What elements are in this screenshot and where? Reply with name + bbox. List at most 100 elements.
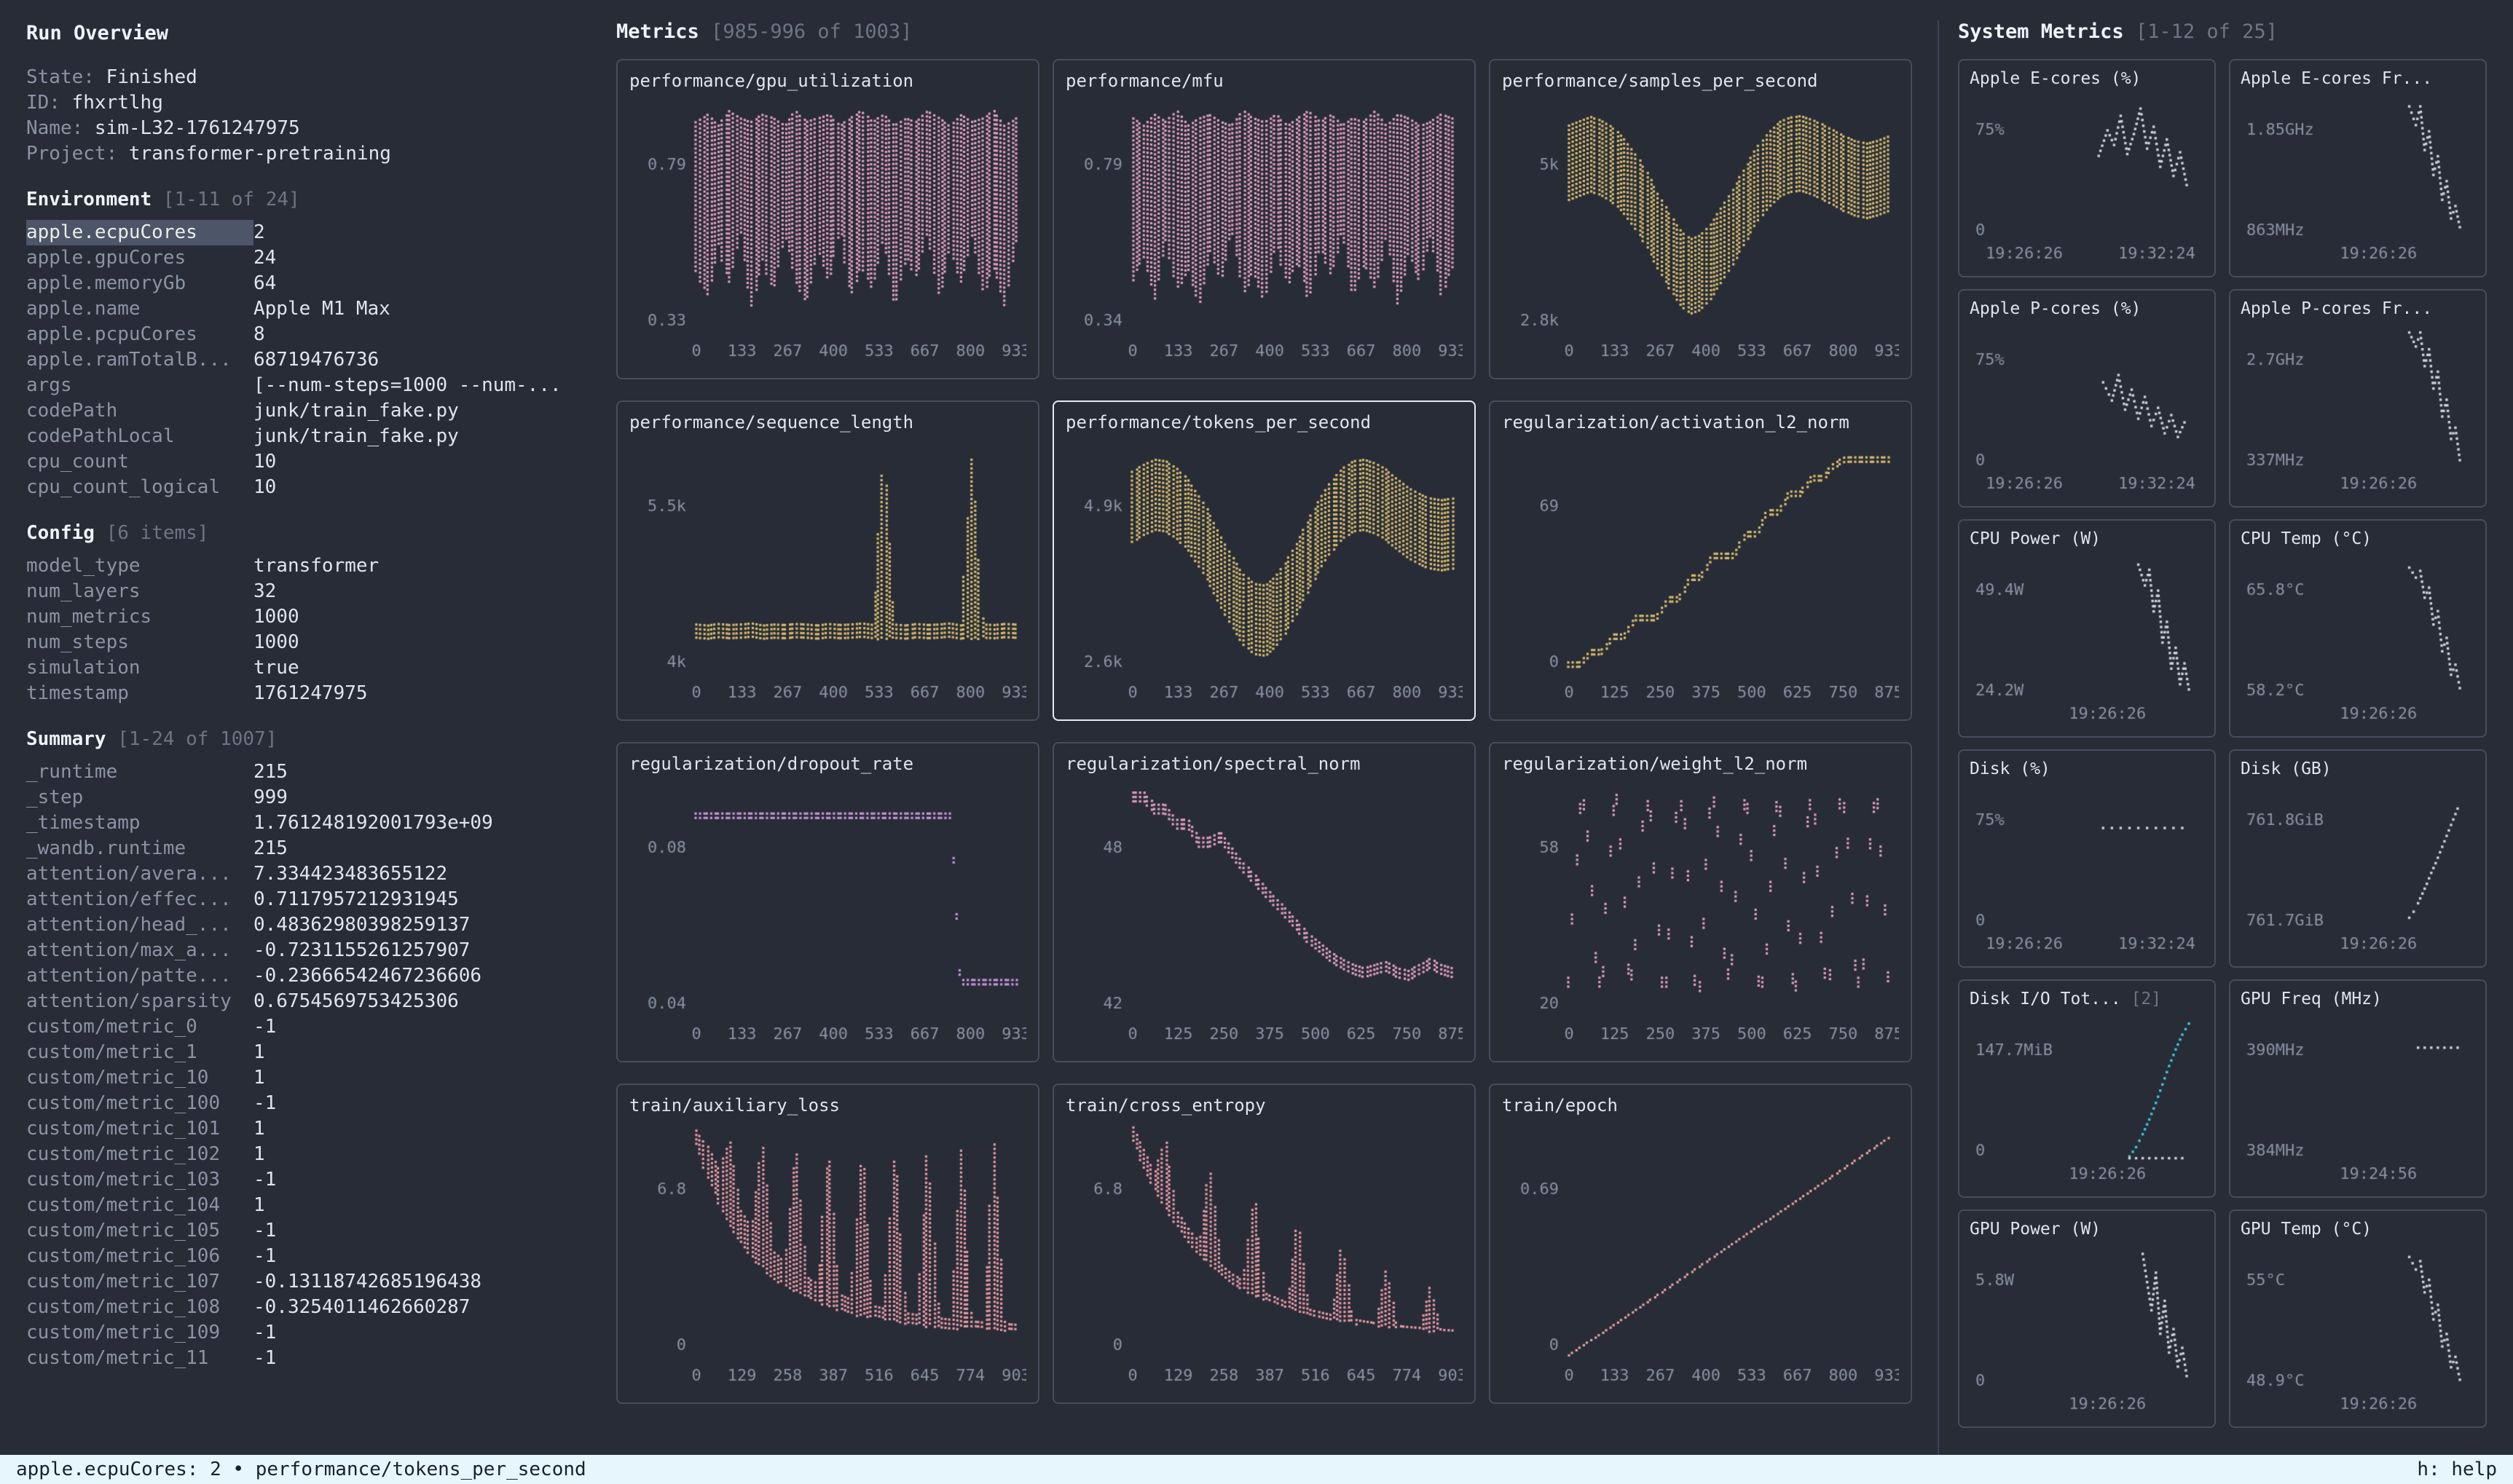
system-chart[interactable]: GPU Temp (°C) xyxy=(2229,1209,2487,1428)
system-chart[interactable]: Apple E-cores Fr... xyxy=(2229,59,2487,277)
system-chart[interactable]: Disk I/O Tot... [2] xyxy=(1958,979,2216,1198)
kv-row[interactable]: cpu_count_logical 10 xyxy=(26,475,594,500)
field-value: transformer-pretraining xyxy=(128,143,391,165)
metric-chart[interactable]: performance/samples_per_second xyxy=(1489,59,1912,379)
kv-row[interactable]: codePathLocal junk/train_fake.py xyxy=(26,424,594,449)
kv-row[interactable]: num_layers 32 xyxy=(26,579,594,604)
kv-row[interactable]: custom/metric_106 -1 xyxy=(26,1244,594,1269)
kv-row[interactable]: custom/metric_11 -1 xyxy=(26,1346,594,1371)
section-range: [1-11 of 24] xyxy=(162,189,300,210)
metric-chart[interactable]: regularization/weight_l2_norm xyxy=(1489,742,1912,1062)
kv-row[interactable]: custom/metric_105 -1 xyxy=(26,1218,594,1244)
kv-value: -1 xyxy=(253,1169,277,1191)
kv-row[interactable]: custom/metric_0 -1 xyxy=(26,1014,594,1040)
system-chart[interactable]: GPU Power (W) xyxy=(1958,1209,2216,1428)
section-header: Environment [1-11 of 24] xyxy=(26,187,594,213)
metric-chart[interactable]: regularization/spectral_norm xyxy=(1053,742,1476,1062)
kv-row[interactable]: model_type transformer xyxy=(26,553,594,579)
system-chart[interactable]: Apple P-cores Fr... xyxy=(2229,289,2487,508)
system-metrics-panel: System Metrics [1-12 of 25] Apple E-core… xyxy=(1938,20,2487,1455)
kv-key: _step xyxy=(26,786,84,808)
kv-value: 0.7117957212931945 xyxy=(253,888,459,910)
kv-row[interactable]: custom/metric_10 1 xyxy=(26,1065,594,1091)
metric-chart-canvas xyxy=(629,1120,1026,1388)
kv-row[interactable]: simulation true xyxy=(26,655,594,681)
kv-row[interactable]: custom/metric_107 -0.13118742685196438 xyxy=(26,1269,594,1295)
kv-row[interactable]: _step 999 xyxy=(26,785,594,810)
kv-row[interactable]: attention/head_... 0.48362980398259137 xyxy=(26,912,594,938)
kv-row[interactable]: attention/effec... 0.7117957212931945 xyxy=(26,887,594,912)
system-chart[interactable]: GPU Freq (MHz) xyxy=(2229,979,2487,1198)
kv-row[interactable]: custom/metric_102 1 xyxy=(26,1142,594,1167)
system-chart-title-text: Apple P-cores Fr... xyxy=(2241,299,2433,318)
metric-chart[interactable]: train/cross_entropy xyxy=(1053,1084,1476,1404)
overview-field: State: Finished xyxy=(26,65,594,90)
kv-row[interactable]: num_steps 1000 xyxy=(26,630,594,655)
kv-key: _wandb.runtime xyxy=(26,837,186,859)
section-title: Environment xyxy=(26,189,163,210)
metric-chart-canvas xyxy=(1066,95,1463,363)
kv-row[interactable]: apple.memoryGb 64 xyxy=(26,271,594,296)
kv-row[interactable]: _wandb.runtime 215 xyxy=(26,836,594,861)
system-metrics-title: System Metrics xyxy=(1958,20,2124,43)
field-key: ID: xyxy=(26,92,72,114)
metrics-panel: Metrics [985-996 of 1003] performance/gp… xyxy=(616,20,1916,1455)
kv-row[interactable]: custom/metric_108 -0.3254011462660287 xyxy=(26,1295,594,1320)
kv-row[interactable]: apple.name Apple M1 Max xyxy=(26,296,594,322)
metric-chart[interactable]: regularization/dropout_rate xyxy=(616,742,1039,1062)
kv-row[interactable]: custom/metric_100 -1 xyxy=(26,1091,594,1116)
kv-row[interactable]: _timestamp 1.761248192001793e+09 xyxy=(26,810,594,836)
kv-row[interactable]: custom/metric_1 1 xyxy=(26,1040,594,1065)
metric-chart[interactable]: performance/tokens_per_second xyxy=(1053,400,1476,721)
kv-row[interactable]: custom/metric_101 1 xyxy=(26,1116,594,1142)
kv-key: simulation xyxy=(26,657,141,679)
kv-row[interactable]: attention/sparsity 0.6754569753425306 xyxy=(26,989,594,1014)
kv-key: model_type xyxy=(26,555,141,577)
kv-key: attention/patte... xyxy=(26,965,232,987)
system-chart-title-text: GPU Freq (MHz) xyxy=(2241,990,2382,1009)
system-chart-canvas xyxy=(2241,781,2475,955)
kv-row[interactable]: custom/metric_103 -1 xyxy=(26,1167,594,1193)
kv-row[interactable]: num_metrics 1000 xyxy=(26,604,594,630)
kv-row[interactable]: apple.ramTotalB... 68719476736 xyxy=(26,347,594,373)
kv-value: 1000 xyxy=(253,631,299,653)
kv-row[interactable]: apple.gpuCores 24 xyxy=(26,245,594,271)
metric-chart[interactable]: regularization/activation_l2_norm xyxy=(1489,400,1912,721)
system-chart[interactable]: Disk (GB) xyxy=(2229,749,2487,968)
kv-row[interactable]: custom/metric_104 1 xyxy=(26,1193,594,1218)
metric-chart-title: train/cross_entropy xyxy=(1066,1095,1266,1116)
kv-row[interactable]: cpu_count 10 xyxy=(26,449,594,475)
kv-row[interactable]: custom/metric_109 -1 xyxy=(26,1320,594,1346)
system-chart[interactable]: CPU Temp (°C) xyxy=(2229,519,2487,738)
kv-row[interactable]: apple.ecpuCores 2 xyxy=(26,220,594,245)
metric-chart[interactable]: train/epoch xyxy=(1489,1084,1912,1404)
kv-row[interactable]: attention/max_a... -0.7231155261257907 xyxy=(26,938,594,963)
system-chart-canvas xyxy=(1970,321,2204,494)
system-chart-title-text: Disk I/O Tot... xyxy=(1970,990,2121,1009)
kv-value: 2 xyxy=(253,221,265,243)
kv-row[interactable]: codePath junk/train_fake.py xyxy=(26,398,594,424)
metric-chart-title: train/auxiliary_loss xyxy=(629,1095,840,1116)
run-overview-panel: Run Overview State: Finished ID: fhxrtlhg… xyxy=(26,20,594,1455)
metric-chart[interactable]: performance/gpu_utilization xyxy=(616,59,1039,379)
kv-row[interactable]: _runtime 215 xyxy=(26,759,594,785)
system-chart[interactable]: CPU Power (W) xyxy=(1958,519,2216,738)
kv-key: custom/metric_10 xyxy=(26,1067,209,1089)
metric-chart[interactable]: performance/mfu xyxy=(1053,59,1476,379)
kv-row[interactable]: apple.pcpuCores 8 xyxy=(26,322,594,347)
metric-chart[interactable]: train/auxiliary_loss xyxy=(616,1084,1039,1404)
kv-row[interactable]: attention/avera... 7.334423483655122 xyxy=(26,861,594,887)
system-chart[interactable]: Apple P-cores (%) xyxy=(1958,289,2216,508)
kv-row[interactable]: timestamp 1761247975 xyxy=(26,681,594,706)
section-title: Config xyxy=(26,522,106,544)
field-key: State: xyxy=(26,66,106,88)
metrics-header: Metrics [985-996 of 1003] xyxy=(616,20,1916,43)
metric-chart-title: train/epoch xyxy=(1502,1095,1618,1116)
system-chart[interactable]: Disk (%) xyxy=(1958,749,2216,968)
kv-row[interactable]: args [--num-steps=1000 --num-... xyxy=(26,373,594,398)
system-chart[interactable]: Apple E-cores (%) xyxy=(1958,59,2216,277)
metric-chart-canvas xyxy=(629,95,1026,363)
metric-chart[interactable]: performance/sequence_length xyxy=(616,400,1039,721)
kv-row[interactable]: attention/patte... -0.23666542467236606 xyxy=(26,963,594,989)
system-chart-title: GPU Freq (MHz) xyxy=(2241,990,2475,1009)
